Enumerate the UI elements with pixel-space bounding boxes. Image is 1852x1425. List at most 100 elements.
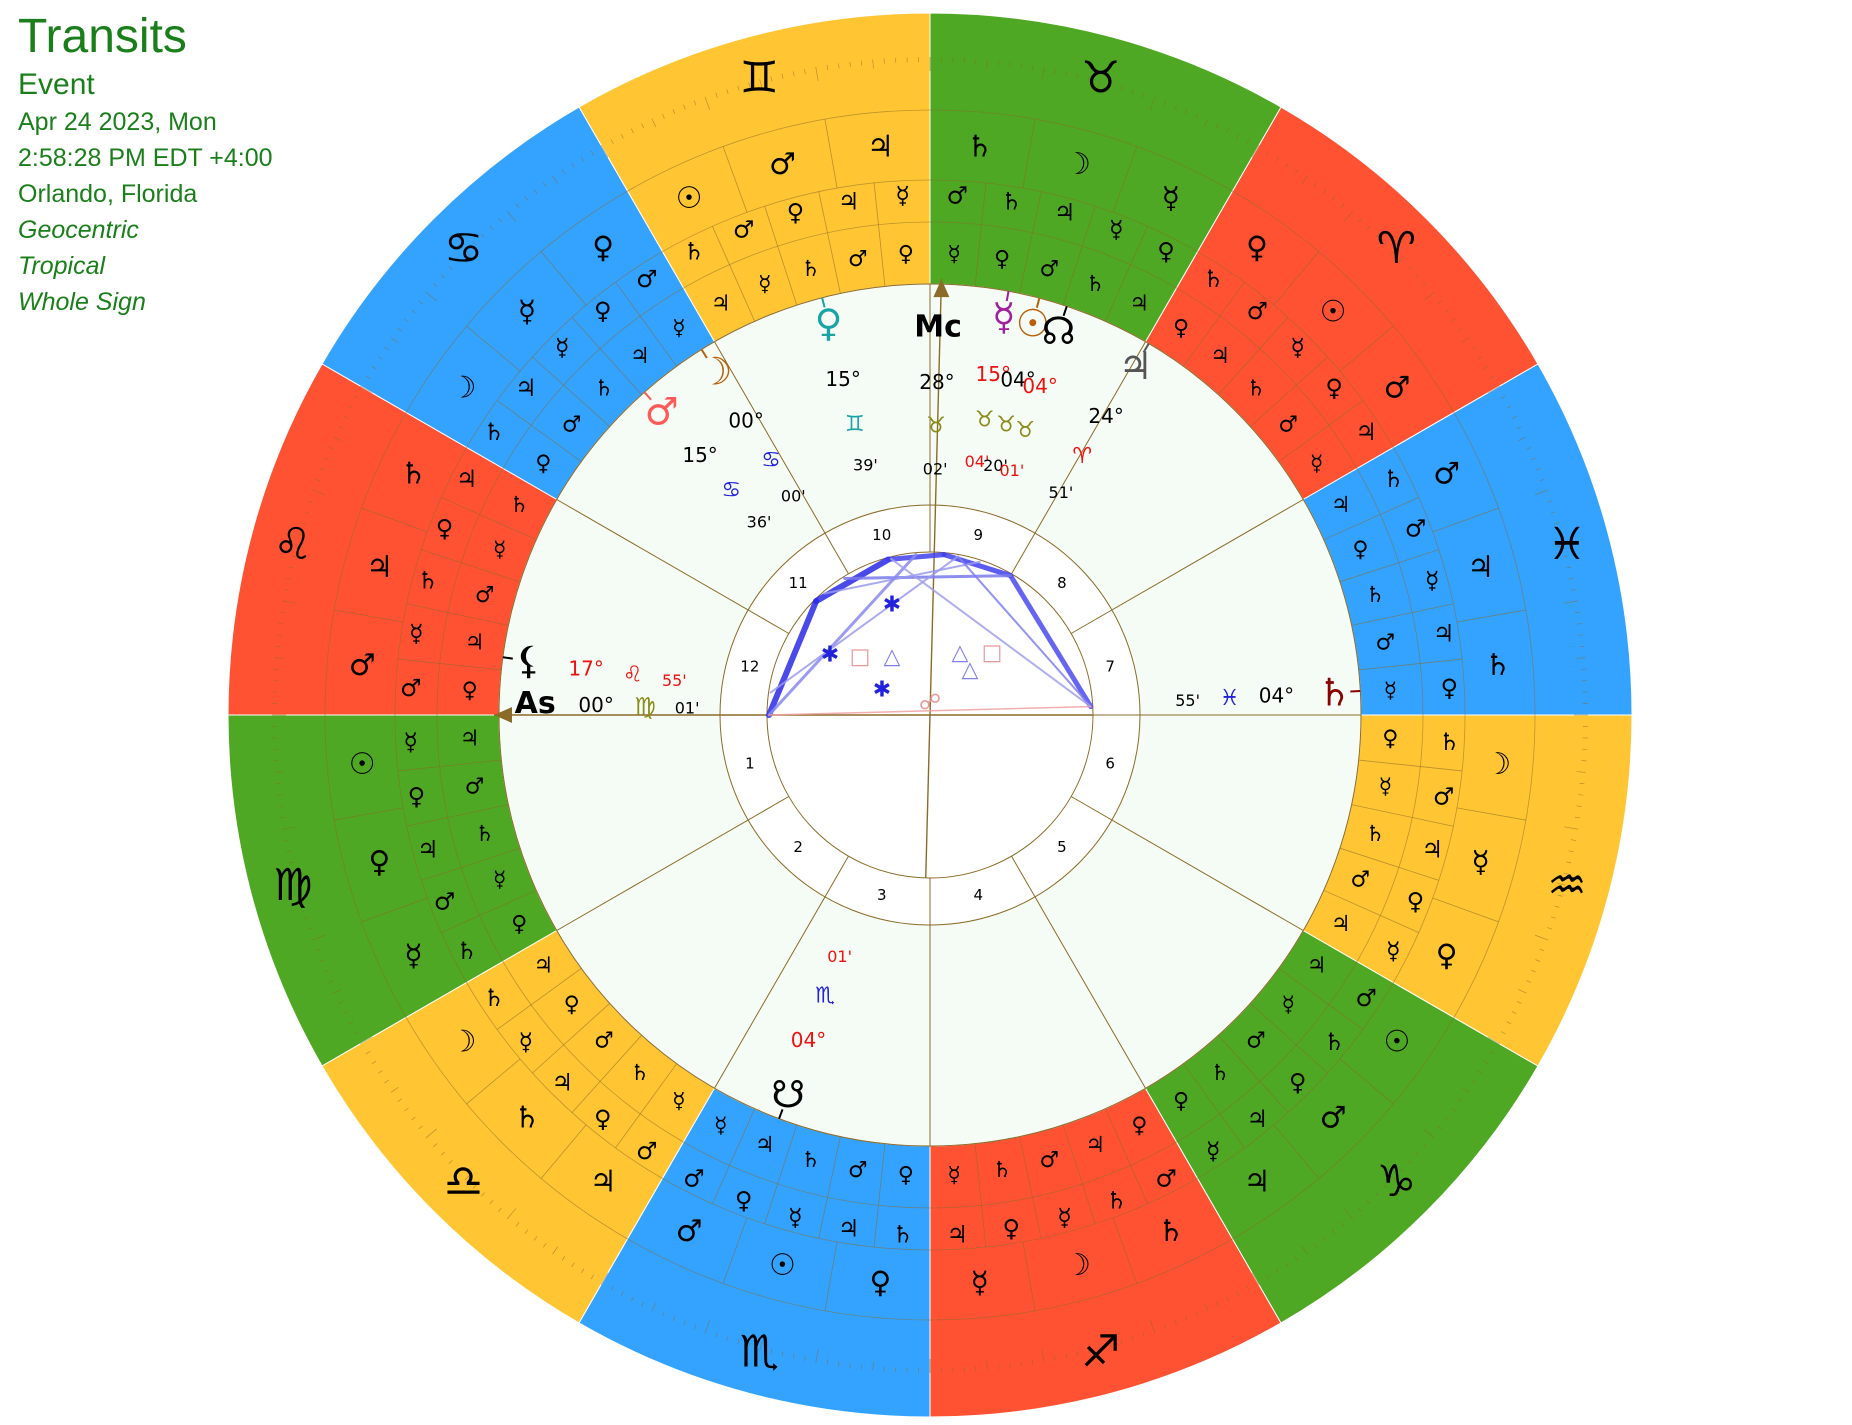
term-ruler-glyph: ♀ [1173,316,1189,341]
face-ruler-glyph: ☉ [676,181,703,216]
term-divider [1104,226,1148,322]
face-divider [1339,1058,1394,1105]
term-ruler-glyph: ♃ [515,374,537,402]
house-number: 7 [1105,658,1115,676]
degree-tick [1065,71,1068,77]
term-ruler-glyph: ♀ [408,782,426,810]
degree-tick [581,156,585,162]
degree-tick [1477,356,1483,360]
face-ruler-glyph: ☿ [518,294,536,329]
term-ruler-glyph: ♂ [848,1158,868,1183]
planet-degree: 04° [1000,367,1035,391]
degree-tick [365,375,371,379]
term-ruler-glyph: ☿ [519,1028,534,1056]
planet-position-tick [700,348,708,359]
degree-tick [1557,894,1563,897]
degree-tick [672,109,676,115]
term-divider [1323,497,1419,541]
term-ruler-glyph: ♄ [801,1148,821,1173]
degree-tick [1487,1036,1501,1045]
degree-tick [1097,1341,1101,1351]
degree-tick [1131,1335,1134,1341]
degree-tick [384,346,389,351]
term-divider [764,1124,798,1224]
degree-tick [1301,1246,1308,1255]
degree-tick [1578,794,1584,796]
degree-tick [1246,1285,1250,1291]
term-ruler-glyph: ♄ [1210,1061,1230,1086]
planet-position-tick [502,656,513,660]
sign-glyph-cancer: ♋ [444,223,483,274]
planet-position-tick [643,391,652,401]
face-ruler-glyph: ♂ [676,1214,703,1249]
face-divider [334,807,404,821]
degree-tick [338,1000,344,1004]
degree-tick [276,634,282,636]
face-ruler-glyph: ♄ [966,130,993,165]
aspect-line [813,556,892,605]
aspect-symbol-opposition: ☍ [919,691,941,716]
degree-tick [284,589,290,591]
face-divider [722,146,748,213]
degree-tick [770,1348,773,1354]
degree-tick [1388,1173,1396,1181]
term-ruler-glyph: ♄ [801,257,821,282]
degree-tick [672,1315,676,1321]
degree-tick [404,1107,409,1112]
term-ruler-glyph: ♂ [636,265,658,293]
term-ruler-glyph: ☿ [672,1089,686,1114]
degree-tick [1174,1320,1177,1326]
degree-tick [1500,395,1506,399]
term-ruler-glyph: ♀ [787,199,805,227]
degree-tick [1550,916,1556,919]
degree-tick [333,988,342,994]
degree-tick [1375,233,1380,238]
planet-sign: ♌ [623,662,643,687]
house-cusps [499,284,1361,1146]
degree-tick [288,566,294,569]
term-ruler-glyph: ♂ [562,412,582,437]
degree-tick [390,337,399,344]
term-divider [1339,549,1439,583]
degree-tick [1009,1363,1011,1369]
degree-tick [319,468,325,471]
house-number: 1 [745,754,755,772]
degree-tick [1065,1353,1068,1359]
degree-tick [1009,61,1011,67]
degree-tick [1458,327,1463,332]
degree-tick [838,1361,840,1367]
term-ruler-glyph: ♂ [848,247,868,272]
degree-tick [1518,988,1527,994]
term-ruler-glyph: ♃ [417,836,439,864]
face-divider [824,119,838,189]
planet-minutes: 01' [827,947,852,966]
face-ruler-glyph: ♃ [1243,1164,1270,1199]
face-ruler-glyph: ☽ [450,371,477,406]
degree-tick [641,123,645,129]
degree-tick [997,1364,1000,1370]
degree-tick [1331,1229,1336,1234]
degree-tick [1423,291,1435,302]
degree-tick [1451,318,1456,323]
term-ruler-glyph: ♀ [1157,238,1175,266]
term-ruler-glyph: ☿ [758,272,772,297]
planet-degree: 15° [976,362,1011,386]
face-divider [722,1217,748,1284]
degree-tick [359,1036,373,1045]
degree-tick [1422,1143,1427,1147]
face-ruler-glyph: ♂ [1383,371,1410,406]
degree-tick [365,1051,371,1055]
chart-date: Apr 24 2023, Mon [18,108,217,136]
degree-tick [1275,1268,1279,1274]
degree-tick [1511,1011,1517,1015]
degree-tick [1236,1291,1240,1297]
face-ruler-glyph: ☽ [1064,1248,1091,1283]
chart-time: 2:58:28 PM EDT +4:00 [18,144,273,172]
term-ruler-glyph: ♄ [1323,1028,1345,1056]
degree-tick [1399,257,1404,262]
term-ruler-glyph: ♀ [898,1163,914,1188]
degree-tick [715,1332,718,1338]
angle-sign: ♍ [634,693,656,721]
degree-tick [348,405,354,409]
degree-tick [354,1031,360,1035]
